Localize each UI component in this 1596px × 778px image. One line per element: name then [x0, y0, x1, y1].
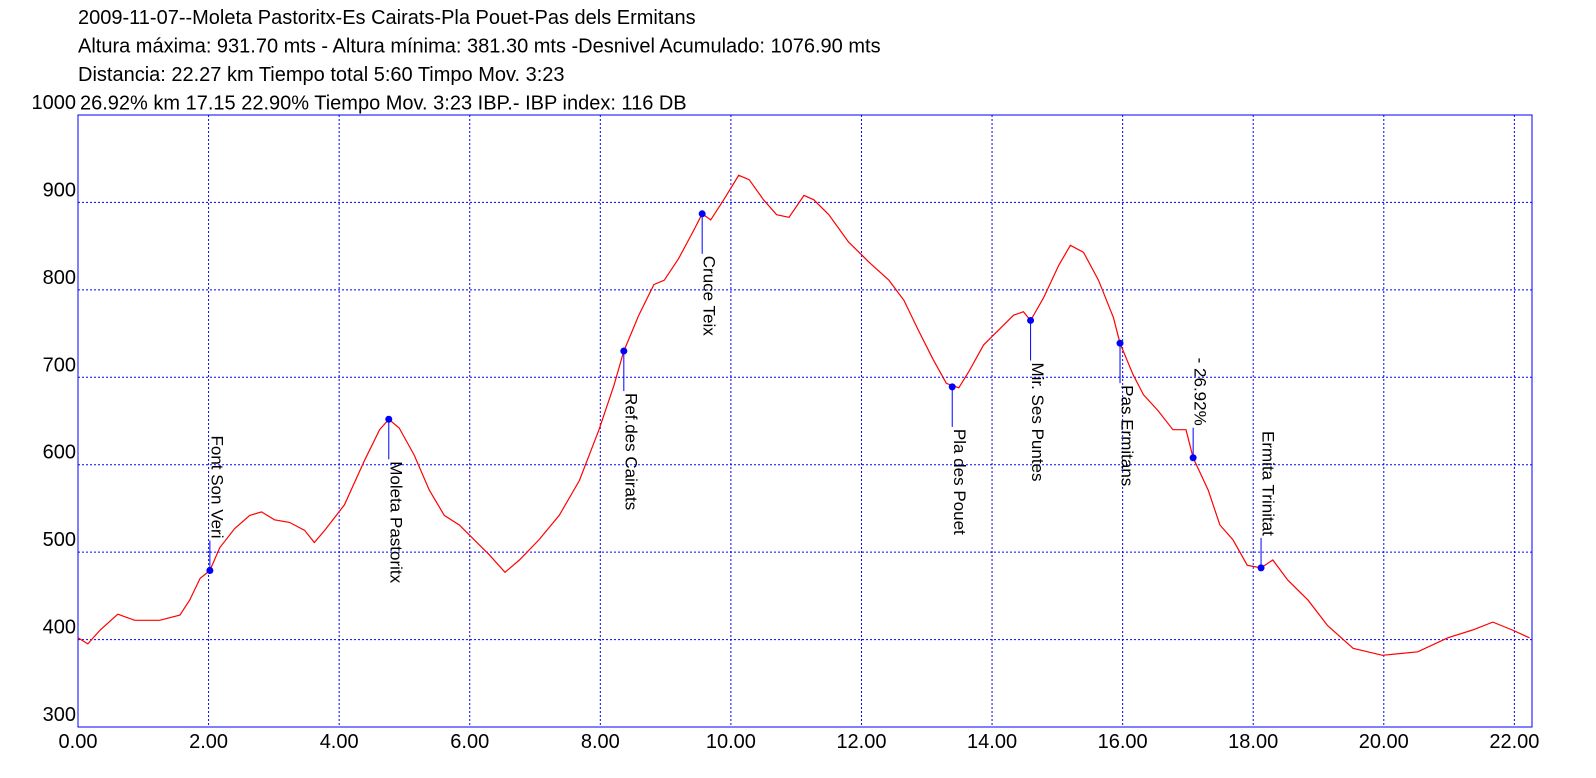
y-tick-label: 300: [43, 704, 76, 726]
x-tick-label: 22.00: [1489, 731, 1539, 753]
y-tick-label: 1000: [32, 92, 77, 114]
x-tick-label: 6.00: [450, 731, 489, 753]
marker-label: Ermita Trinitat: [1259, 431, 1278, 536]
marker-label: Pla des Pouet: [950, 429, 969, 535]
marker-dot: [206, 567, 214, 575]
y-tick-label: 600: [43, 442, 76, 464]
y-tick-label: 900: [43, 179, 76, 201]
y-tick-label: 400: [43, 617, 76, 639]
y-tick-label: 500: [43, 529, 76, 551]
x-tick-label: 12.00: [836, 731, 886, 753]
title-line: Distancia: 22.27 km Tiempo total 5:60 Ti…: [78, 64, 565, 86]
marker-dot: [385, 415, 393, 423]
marker-label: Cruce Teix: [700, 256, 719, 336]
elevation-line: [77, 174, 1530, 656]
plot-frame: [77, 114, 1533, 728]
marker-label: Font Son Veri: [207, 435, 226, 538]
x-tick-label: 16.00: [1098, 731, 1148, 753]
x-tick-label: 14.00: [967, 731, 1017, 753]
marker-dot: [1189, 454, 1197, 462]
x-tick-label: 0.00: [59, 731, 98, 753]
marker-dot: [1027, 316, 1035, 324]
marker-dot: [1257, 564, 1265, 572]
marker-label: Mir. Ses Puntes: [1028, 362, 1047, 481]
marker-dot: [948, 383, 956, 391]
x-tick-label: 8.00: [581, 731, 620, 753]
x-tick-label: 10.00: [706, 731, 756, 753]
title-line: 26.92% km 17.15 22.90% Tiempo Mov. 3:23 …: [80, 93, 687, 115]
marker-dot: [620, 347, 628, 355]
marker-label: Ref.des Cairats: [621, 393, 640, 510]
marker-dot: [698, 210, 706, 218]
x-tick-label: 4.00: [320, 731, 359, 753]
y-tick-label: 700: [43, 354, 76, 376]
x-tick-label: 2.00: [189, 731, 228, 753]
x-tick-label: 18.00: [1228, 731, 1278, 753]
title-line: 2009-11-07--Moleta Pastoritx-Es Cairats-…: [78, 7, 696, 29]
y-tick-label: 800: [43, 267, 76, 289]
x-tick-label: 20.00: [1359, 731, 1409, 753]
marker-dot: [1116, 339, 1124, 347]
marker-label: Moleta Pastoritx: [386, 461, 405, 583]
marker-label: Pas Ermitans: [1118, 385, 1137, 486]
marker-label: - 26.92%: [1191, 358, 1210, 426]
title-line: Altura máxima: 931.70 mts - Altura mínim…: [78, 36, 881, 58]
